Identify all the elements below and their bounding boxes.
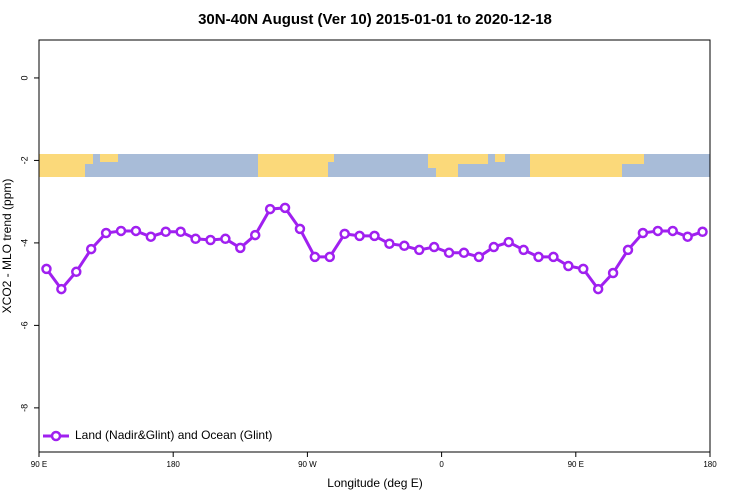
map-band [39,154,710,177]
point [592,283,604,295]
point [637,227,649,239]
point [563,260,574,272]
x-tick-label: 90 E [568,460,584,469]
x-tick-label: 90 E [31,460,47,469]
point [279,202,291,214]
point [533,251,544,263]
point [205,234,216,246]
point [622,244,634,256]
point [130,225,142,237]
point [652,225,664,237]
point [518,244,529,256]
series-line [45,206,704,292]
point [413,244,425,256]
point [488,241,500,253]
x-axis-label: Longitude (deg E) [327,476,422,490]
point [294,223,306,235]
x-tick-label: 90 W [298,460,317,469]
point [443,247,455,259]
x-tick-label: 0 [439,460,444,469]
point [458,247,470,259]
point [249,229,261,241]
point [56,283,67,295]
point [309,251,321,263]
y-tick-label: -6 [19,321,29,329]
point [369,230,380,242]
point [548,251,559,263]
point [85,243,97,255]
point [578,263,589,275]
point [667,225,678,237]
y-tick-label: -8 [19,404,29,412]
point [384,238,395,249]
point [354,230,365,242]
point [175,226,186,238]
point [682,231,693,242]
y-tick-label: 0 [19,75,29,80]
point [264,203,276,215]
point [399,240,410,252]
point [428,241,440,253]
point [473,251,485,263]
legend-label: Land (Nadir&Glint) and Ocean (Glint) [75,428,272,442]
point [190,233,201,245]
point [115,225,127,237]
point [503,236,514,248]
point [41,263,52,275]
y-axis-label: XCO2 - MLO trend (ppm) [0,179,14,314]
plot-frame [38,39,711,453]
point [235,242,246,254]
point [145,231,157,242]
point [71,266,82,278]
point [339,228,350,240]
point [160,226,171,238]
x-tick-label: 180 [167,460,181,469]
point [220,233,231,245]
chart-title: 30N-40N August (Ver 10) 2015-01-01 to 20… [198,11,552,28]
x-tick-label: 180 [703,460,717,469]
y-tick-label: -4 [19,239,29,247]
y-tick-label: -2 [19,156,29,164]
point [100,227,112,239]
point [324,251,336,263]
legend-marker [50,430,62,442]
point [607,267,619,279]
point [697,226,708,238]
